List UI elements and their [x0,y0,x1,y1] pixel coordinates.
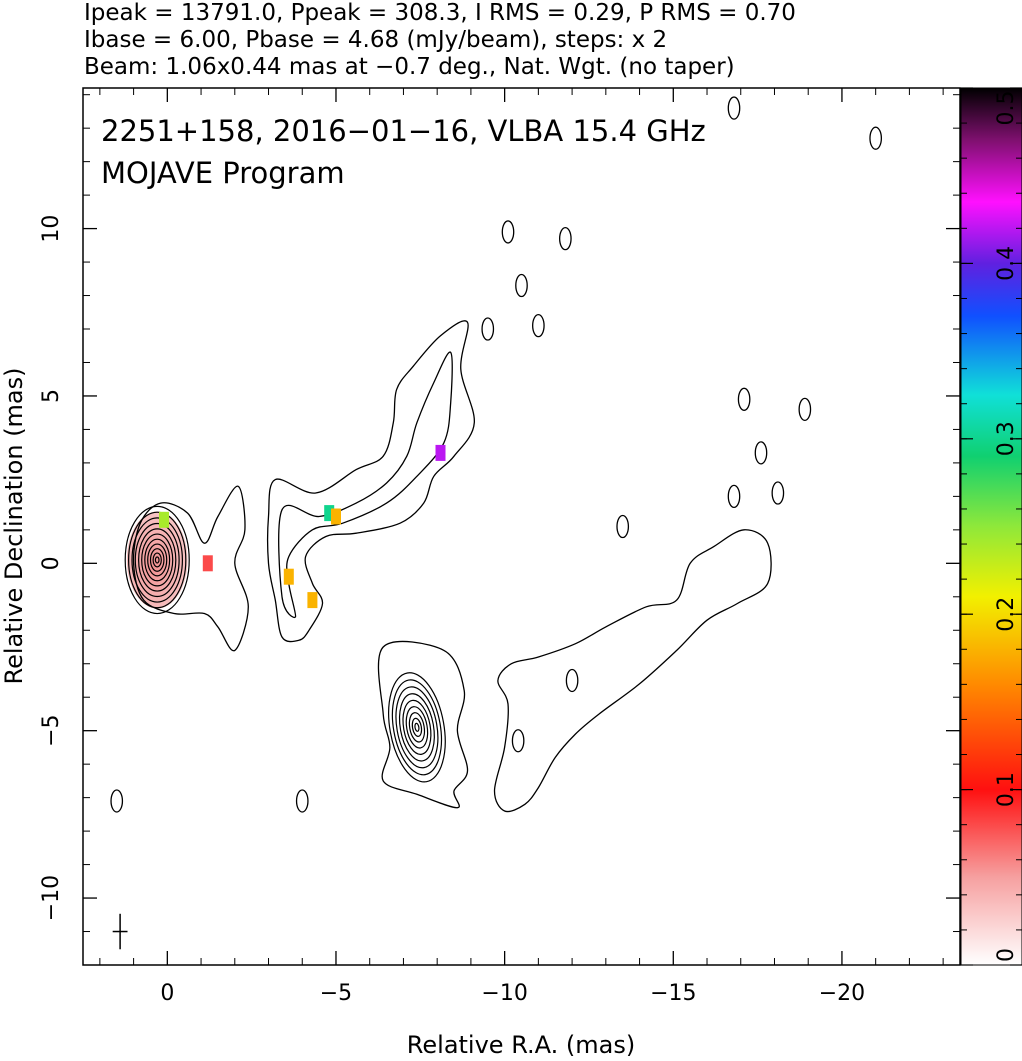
polarization-patch-4 [435,444,446,461]
polarization-patch-6 [159,511,169,528]
x-tick-label: −10 [481,981,527,1006]
polarization-patch-3 [331,508,341,525]
isolated-contour-11 [727,96,741,120]
header-line-3: Beam: 1.06x0.44 mas at −0.7 deg., Nat. W… [84,54,735,80]
isolated-contour-8 [754,441,768,465]
component-1-contour-2 [152,552,162,568]
isolated-contour-4 [481,317,495,341]
isolated-contour-10 [771,481,785,505]
isolated-contour-7 [798,397,812,421]
component-1-contour-9 [131,517,184,603]
colorbar-tick-label: 0.2 [994,597,1019,632]
component-2-contour-3 [408,712,426,743]
component-2-contour-5 [402,699,432,755]
x-tick-label: 0 [160,981,174,1006]
isolated-contour-13 [110,789,124,813]
isolated-contour-12 [869,126,883,150]
component-1-contour-7 [138,528,177,592]
isolated-contour-15 [565,668,579,693]
colorbar-tick-label: 0.1 [994,772,1019,807]
y-tick-label: 5 [39,389,64,403]
header-line-2: Ibase = 6.00, Pbase = 4.68 (mJy/beam), s… [84,27,667,53]
isolated-contour-2 [558,226,572,251]
component-1-contour-5 [144,538,171,582]
component-2-contour-1 [414,722,420,732]
y-tick-label: 10 [39,215,64,243]
isolated-contour-16 [511,729,525,753]
header-line-1: Ipeak = 13791.0, Ppeak = 308.3, I RMS = … [84,0,796,26]
isolated-contour-5 [532,314,545,338]
y-axis-label: Relative Declination (mas) [0,367,28,684]
polarization-patch-1 [283,568,294,585]
component-1-contour-11 [124,505,190,615]
isolated-contour-9 [727,484,741,509]
polarization-patch-2 [324,505,335,522]
component-2-contour-7 [395,686,439,769]
x-tick-label: −15 [650,981,696,1006]
x-tick-label: −5 [320,981,352,1006]
component-1-contour-8 [134,522,180,598]
polarization-patch-5 [307,592,318,609]
y-tick-label: −5 [39,714,64,746]
plot-content [110,96,883,950]
component-1-contour-3 [149,548,165,572]
colorbar-tick-label: 0.3 [994,421,1019,456]
y-tick-label: 0 [39,556,64,570]
chart-annotation-program: MOJAVE Program [101,156,345,190]
core-shading [126,511,188,609]
colorbar-tick-label: 0 [994,948,1019,962]
component-2-contour-9 [388,672,446,783]
y-tick-label: −10 [39,875,64,921]
colorbar-tick-label: 0.5 [994,91,1019,126]
component-2-contour-6 [398,693,435,762]
plot-frame [82,87,961,966]
isolated-contour-6 [737,387,751,411]
chart-annotation-source: 2251+158, 2016−01−16, VLBA 15.4 GHz [101,114,706,148]
contour-4 [377,640,469,809]
isolated-contour-1 [501,220,515,244]
isolated-contour-3 [515,273,528,298]
component-2-contour-2 [411,717,423,737]
isolated-contour-17 [616,514,630,539]
component-1-contour-4 [147,543,168,577]
component-1-contour-10 [128,511,187,609]
tick-marks [83,88,960,965]
component-2-contour-4 [405,706,429,749]
polarization-patch-7 [202,555,213,572]
colorbar [960,87,1022,966]
component-1-contour-6 [141,533,174,587]
isolated-contour-14 [295,789,309,813]
x-axis-label: Relative R.A. (mas) [407,1031,635,1059]
colorbar-ticks [961,87,1022,966]
x-tick-label: −20 [819,981,865,1006]
contour-2 [267,320,475,643]
component-1-contour-1 [154,556,160,564]
contour-5 [493,529,772,813]
contour-3 [278,351,453,619]
colorbar-tick-label: 0.4 [994,246,1019,281]
component-2-contour-8 [391,679,443,776]
